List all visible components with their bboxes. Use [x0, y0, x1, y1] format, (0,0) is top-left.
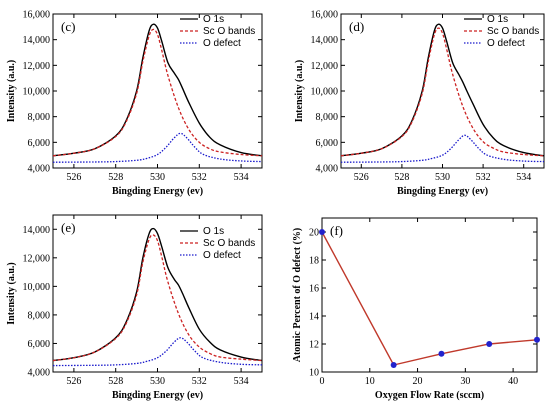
- data-point: [486, 341, 493, 347]
- x-tick-label: 530: [435, 172, 450, 183]
- y-tick-label: 16: [309, 284, 319, 295]
- y-tick-label: 8,000: [316, 112, 339, 123]
- series-line-0: [53, 227, 262, 362]
- y-tick-label: 8,000: [28, 310, 51, 321]
- legend-label: O defect: [487, 38, 525, 49]
- x-tick-label: 10: [365, 376, 375, 387]
- data-point: [438, 350, 445, 357]
- series-line-1: [341, 27, 544, 157]
- legend-label: O 1s: [487, 14, 508, 25]
- data-point: [390, 362, 397, 368]
- x-tick-label: 30: [460, 376, 470, 387]
- legend-label: Sc O bands: [203, 26, 255, 37]
- plot-frame: [321, 217, 538, 373]
- panel-c: 526 528 530 532 534 4,000 6,000 8,000 10,000 12,0…: [6, 10, 263, 197]
- y-tick-label: 4,000: [28, 164, 51, 175]
- panel-d: 526 528 530 532 534 4,000 6,000 8,000 10,000 12,0…: [294, 10, 545, 197]
- legend-label: O 1s: [203, 14, 224, 25]
- y-tick-label: 6,000: [28, 339, 51, 350]
- y-tick-label: 6,000: [316, 138, 339, 149]
- x-tick-label: 534: [234, 376, 249, 387]
- x-tick-label: 20: [413, 376, 423, 387]
- y-axis-label: Intensity (a.u.): [6, 262, 17, 325]
- series-line-2: [53, 132, 262, 163]
- y-tick-label: 6,000: [28, 138, 51, 149]
- x-tick-label: 534: [516, 172, 531, 183]
- legend-label: O 1s: [203, 226, 224, 237]
- x-tick-label: 532: [476, 172, 491, 183]
- legend-label: Sc O bands: [203, 238, 255, 249]
- y-tick-label: 20: [309, 228, 319, 239]
- panel-label: (c): [61, 19, 75, 34]
- y-axis-label: Atomic Percent of O defect (%): [292, 228, 303, 362]
- series-line-1: [53, 234, 262, 362]
- panel-label: (e): [61, 220, 75, 235]
- panel-label: (d): [349, 19, 364, 34]
- y-tick-label: 16,000: [311, 10, 339, 21]
- series-line-2: [341, 134, 544, 163]
- x-tick-label: 534: [234, 172, 249, 183]
- y-tick-label: 12,000: [23, 61, 51, 72]
- y-tick-label: 10: [309, 368, 319, 379]
- x-axis-label: Bingding Energy (ev): [112, 390, 203, 401]
- x-tick-label: 530: [150, 376, 165, 387]
- y-tick-label: 14: [309, 312, 319, 323]
- x-tick-label: 530: [150, 172, 165, 183]
- x-tick-label: 526: [66, 376, 81, 387]
- y-tick-label: 14,000: [23, 225, 51, 236]
- y-tick-label: 10,000: [23, 282, 51, 293]
- panel-label: (f): [330, 223, 343, 238]
- x-tick-label: 526: [354, 172, 369, 183]
- series-line-2: [53, 337, 262, 367]
- y-tick-label: 16,000: [23, 10, 51, 21]
- y-tick-label: 10,000: [311, 87, 339, 98]
- y-tick-label: 4,000: [316, 164, 339, 175]
- x-tick-label: 532: [192, 172, 207, 183]
- y-tick-label: 14,000: [23, 35, 51, 46]
- y-axis-label: Intensity (a.u.): [6, 60, 17, 123]
- y-axis-label: Intensity (a.u.): [294, 60, 305, 123]
- y-tick-label: 12: [309, 340, 319, 351]
- data-point: [534, 336, 540, 343]
- x-tick-label: 528: [394, 172, 409, 183]
- x-axis-label: Oxygen Flow Rate (sccm): [375, 390, 484, 401]
- x-tick-label: 528: [108, 376, 123, 387]
- y-tick-label: 18: [309, 256, 319, 267]
- series-line-1: [53, 28, 262, 157]
- data-point: [319, 229, 325, 235]
- legend-label: O defect: [203, 250, 241, 261]
- y-tick-label: 4,000: [28, 368, 51, 379]
- legend-label: Sc O bands: [487, 26, 539, 37]
- y-tick-label: 14,000: [311, 35, 339, 46]
- x-tick-label: 532: [192, 376, 207, 387]
- y-tick-label: 12,000: [23, 253, 51, 264]
- x-tick-label: 528: [108, 172, 123, 183]
- x-axis-label: Bingding Energy (ev): [112, 186, 203, 197]
- series-line-0: [322, 231, 537, 366]
- panel-e: 526 528 530 532 534 4,000 6,000 8,000 10,000 12,0…: [6, 214, 263, 401]
- x-tick-label: 40: [508, 376, 518, 387]
- legend-label: O defect: [203, 38, 241, 49]
- x-axis-label: Bingding Energy (ev): [397, 186, 488, 197]
- x-tick-label: 0: [320, 376, 325, 387]
- y-tick-label: 10,000: [23, 87, 51, 98]
- y-tick-label: 8,000: [28, 112, 51, 123]
- y-tick-label: 12,000: [311, 61, 339, 72]
- x-tick-label: 526: [66, 172, 81, 183]
